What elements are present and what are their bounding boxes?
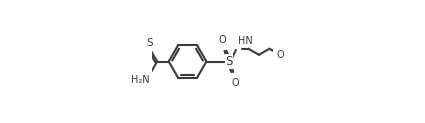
Text: O: O xyxy=(231,78,239,88)
Text: S: S xyxy=(225,55,232,68)
Text: HN: HN xyxy=(238,36,253,46)
Text: H₂N: H₂N xyxy=(130,75,149,85)
Text: S: S xyxy=(146,38,153,48)
Text: O: O xyxy=(276,50,284,60)
Text: O: O xyxy=(219,35,227,45)
